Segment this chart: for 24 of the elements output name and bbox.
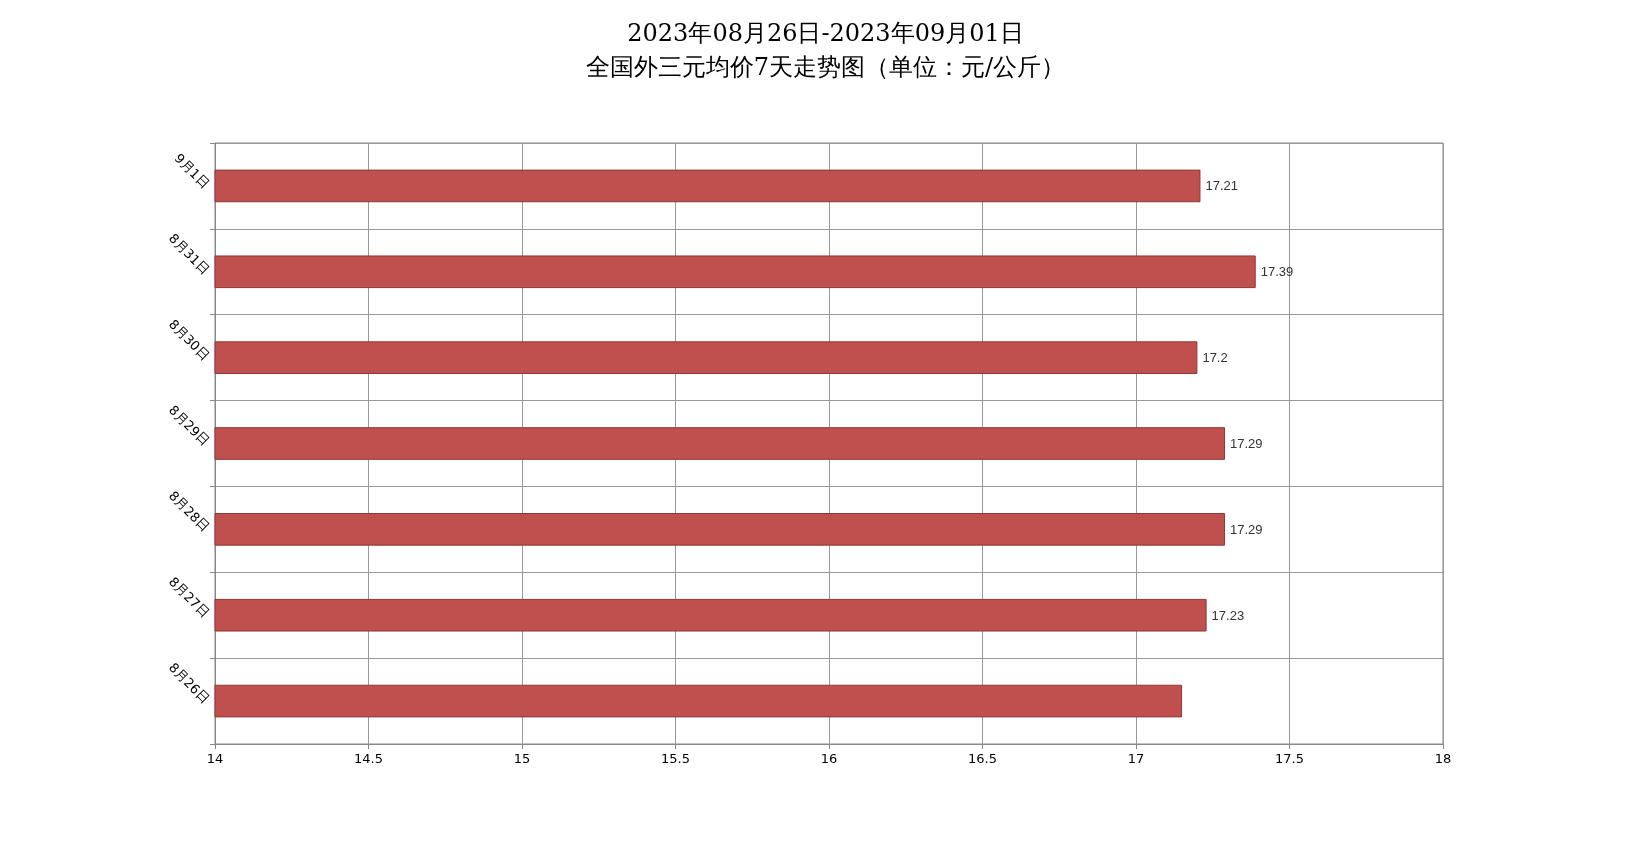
y-tick-label: 8月30日 [165, 316, 213, 363]
x-tick-label: 15.5 [661, 751, 690, 766]
chart-title: 2023年08月26日-2023年09月01日 [627, 19, 1024, 47]
y-tick-label: 8月31日 [165, 230, 213, 278]
x-tick-label: 15 [513, 751, 531, 766]
y-tick-label: 8月27日 [165, 573, 213, 621]
x-tick-label: 16 [820, 751, 838, 766]
data-label: 17.29 [1230, 521, 1263, 537]
x-tick-label: 14.5 [354, 751, 383, 766]
data-label: 17.2 [1202, 350, 1228, 366]
data-label: 17.29 [1230, 436, 1263, 451]
x-tick-label: 17 [1127, 751, 1145, 766]
x-tick-label: 16.5 [968, 751, 997, 766]
y-tick-label: 8月28日 [165, 488, 213, 535]
data-label: 17.21 [1205, 178, 1239, 194]
chart-subtitle: 全国外三元均价7天走势图（单位：元/公斤） [585, 53, 1066, 81]
data-label: 17.39 [1260, 264, 1294, 280]
x-tick-label: 14 [206, 751, 224, 766]
y-tick-label: 8月29日 [165, 402, 213, 449]
x-tick-label: 18 [1434, 751, 1452, 766]
data-label: 17.23 [1211, 607, 1245, 623]
y-tick-label: 9月1日 [171, 150, 213, 192]
y-tick-label: 8月26日 [165, 659, 213, 707]
x-tick-label: 17.5 [1275, 751, 1304, 766]
